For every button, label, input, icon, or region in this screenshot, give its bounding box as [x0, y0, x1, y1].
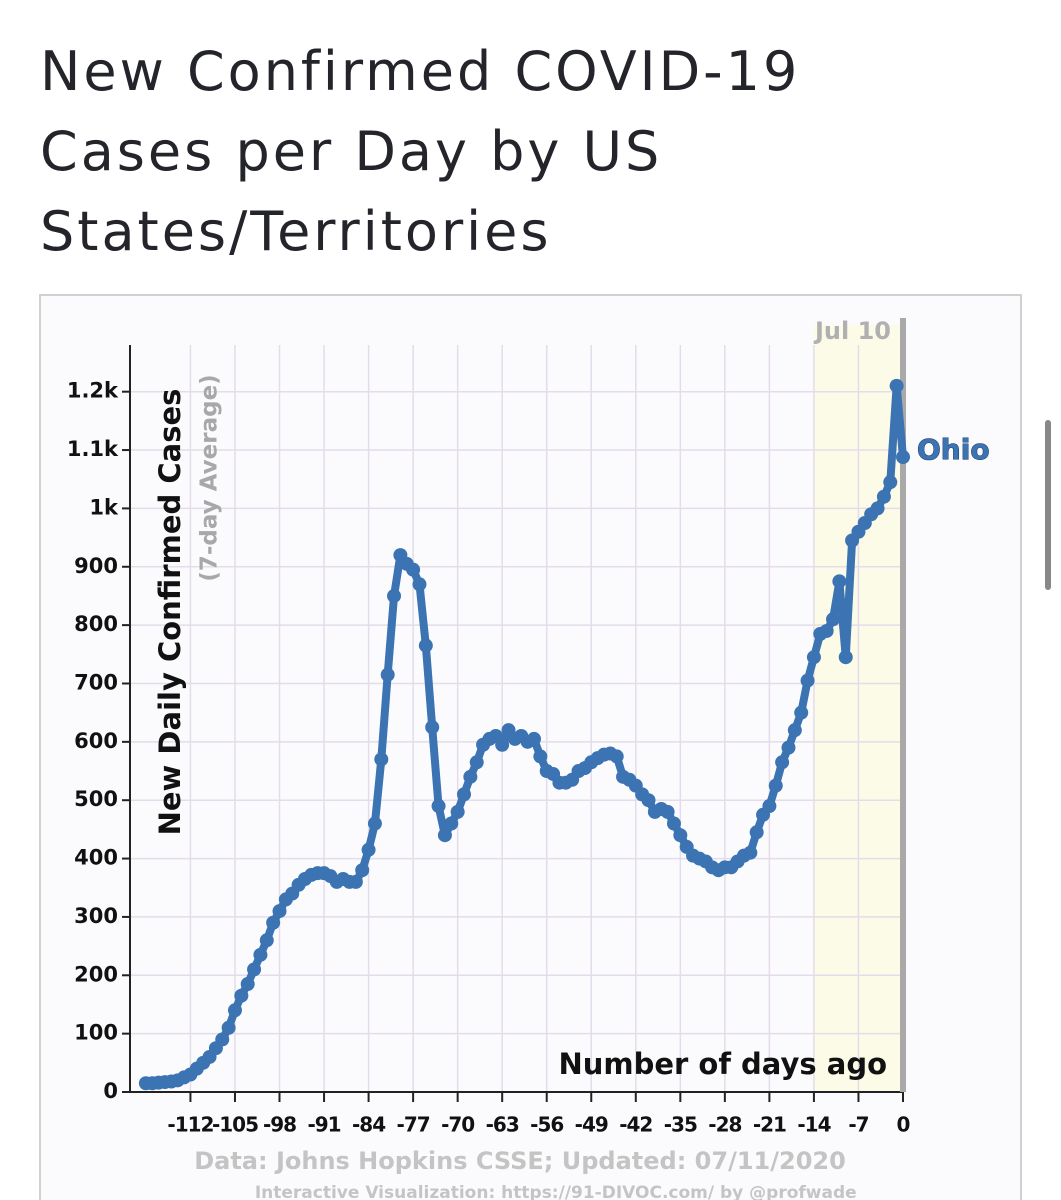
data-point — [673, 828, 688, 843]
x-tick-label: -70 — [441, 1113, 474, 1137]
data-point — [896, 450, 910, 465]
data-point — [457, 787, 472, 802]
x-tick-label: -35 — [664, 1113, 697, 1137]
data-point — [348, 874, 363, 889]
data-point — [215, 1032, 230, 1047]
y-tick-label: 0 — [103, 1079, 118, 1103]
data-point — [819, 623, 834, 638]
data-point — [870, 501, 885, 516]
data-point — [781, 740, 796, 755]
data-point — [406, 562, 421, 577]
y-tick-label: 100 — [74, 1021, 118, 1045]
data-point — [641, 793, 656, 808]
data-point — [743, 845, 758, 860]
data-point — [247, 962, 262, 977]
x-tick-label: -56 — [530, 1113, 563, 1137]
x-tick-label: -21 — [753, 1113, 786, 1137]
data-point — [266, 915, 281, 930]
data-point — [876, 489, 891, 504]
x-tick-label: 0 — [897, 1113, 910, 1137]
x-tick-label: -42 — [619, 1113, 652, 1137]
x-tick-label: -77 — [397, 1113, 430, 1137]
y-tick-label: 800 — [74, 612, 118, 636]
x-tick-label: -28 — [708, 1113, 741, 1137]
data-point — [832, 574, 847, 589]
data-point — [437, 828, 452, 843]
data-point — [762, 799, 777, 814]
x-tick-label: -14 — [797, 1113, 830, 1137]
x-tick-label: -112 — [167, 1113, 213, 1137]
y-tick-label: 1.1k — [67, 437, 119, 461]
data-point — [609, 749, 624, 764]
y-tick-label: 500 — [74, 787, 118, 811]
y-tick-label: 1k — [89, 495, 119, 519]
data-point — [749, 825, 764, 840]
data-point — [418, 638, 433, 653]
data-point — [253, 947, 268, 962]
data-point — [806, 650, 821, 665]
data-point — [425, 720, 440, 735]
y-tick-label: 1.2k — [67, 379, 119, 403]
x-tick-label: -49 — [575, 1113, 608, 1137]
data-point — [533, 749, 548, 764]
data-point — [800, 673, 815, 688]
y-tick-label: 200 — [74, 962, 118, 986]
data-point — [768, 778, 783, 793]
data-point — [355, 863, 370, 878]
x-tick-label: -7 — [848, 1113, 868, 1137]
data-point — [838, 650, 853, 665]
y-tick-label: 600 — [74, 729, 118, 753]
chart-title: New Confirmed COVID-19 Cases per Day by … — [40, 40, 801, 263]
data-point — [272, 904, 287, 919]
scrollbar — [1045, 420, 1051, 590]
data-point — [526, 731, 541, 746]
x-tick-label: -91 — [307, 1113, 340, 1137]
data-point — [431, 799, 446, 814]
data-point — [787, 723, 802, 738]
data-point — [889, 378, 904, 393]
data-point — [227, 1003, 242, 1018]
data-point — [221, 1020, 236, 1035]
data-point — [361, 842, 376, 857]
data-point — [387, 588, 402, 603]
data-point — [775, 755, 790, 770]
data-point — [469, 755, 484, 770]
credit: Interactive Visualization: https://91-DI… — [255, 1183, 866, 1200]
series-label: Ohio — [917, 433, 990, 466]
source: Data: Johns Hopkins CSSE; Updated: 07/11… — [194, 1147, 846, 1175]
data-point — [463, 769, 478, 784]
x-axis-label: Number of days ago — [558, 1047, 887, 1081]
y-tick-label: 400 — [74, 846, 118, 870]
x-tick-label: -98 — [263, 1113, 296, 1137]
data-point — [240, 977, 255, 992]
date-annotation: Jul 10 — [813, 317, 891, 345]
data-point — [666, 816, 681, 831]
x-tick-label: -105 — [212, 1113, 258, 1137]
data-point — [883, 475, 898, 490]
data-point — [450, 804, 465, 819]
x-tick-label: -84 — [352, 1113, 385, 1137]
data-point — [444, 816, 459, 831]
y-axis-sublabel: (7-day Average) — [197, 374, 223, 581]
data-point — [794, 705, 809, 720]
y-axis-label: New Daily Confirmed Cases — [153, 389, 187, 836]
data-point — [259, 933, 274, 948]
data-point — [374, 752, 389, 767]
x-tick-label: -63 — [486, 1113, 519, 1137]
data-point — [367, 816, 382, 831]
data-point — [412, 577, 427, 592]
y-tick-label: 900 — [74, 554, 118, 578]
data-point — [660, 804, 675, 819]
data-point — [495, 737, 510, 752]
data-point — [234, 988, 249, 1003]
data-point — [380, 667, 395, 682]
y-tick-label: 700 — [74, 670, 118, 694]
data-point — [826, 612, 841, 627]
y-tick-label: 300 — [74, 904, 118, 928]
